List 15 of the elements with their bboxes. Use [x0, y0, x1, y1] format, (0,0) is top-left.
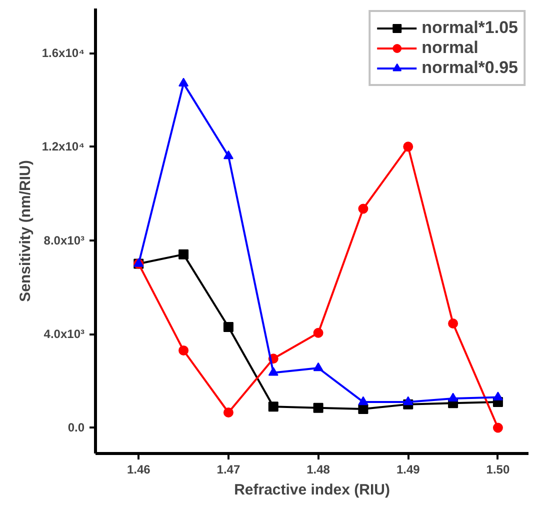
y-tick-label: 1.6x10⁴ — [42, 46, 85, 60]
y-tick-label: 8.0x10³ — [44, 233, 85, 248]
x-tick-label: 1.49 — [396, 462, 420, 476]
legend-label: normal*0.95 — [422, 58, 518, 78]
x-tick-label: 1.48 — [306, 462, 330, 476]
x-tick-label: 1.50 — [486, 462, 510, 476]
x-axis-title: Refractive index (RIU) — [234, 482, 390, 498]
y-tick-label: 1.2x10⁴ — [42, 140, 85, 154]
y-tick-label: 4.0x10³ — [44, 327, 85, 342]
y-axis-title: Sensitivity (nm/RIU) — [16, 160, 34, 302]
legend-label: normal*1.05 — [422, 18, 518, 38]
x-tick-label: 1.46 — [126, 462, 151, 476]
x-tick-label: 1.47 — [216, 462, 240, 476]
y-tick-label: 0.0 — [68, 420, 85, 435]
legend-label: normal — [422, 38, 478, 58]
